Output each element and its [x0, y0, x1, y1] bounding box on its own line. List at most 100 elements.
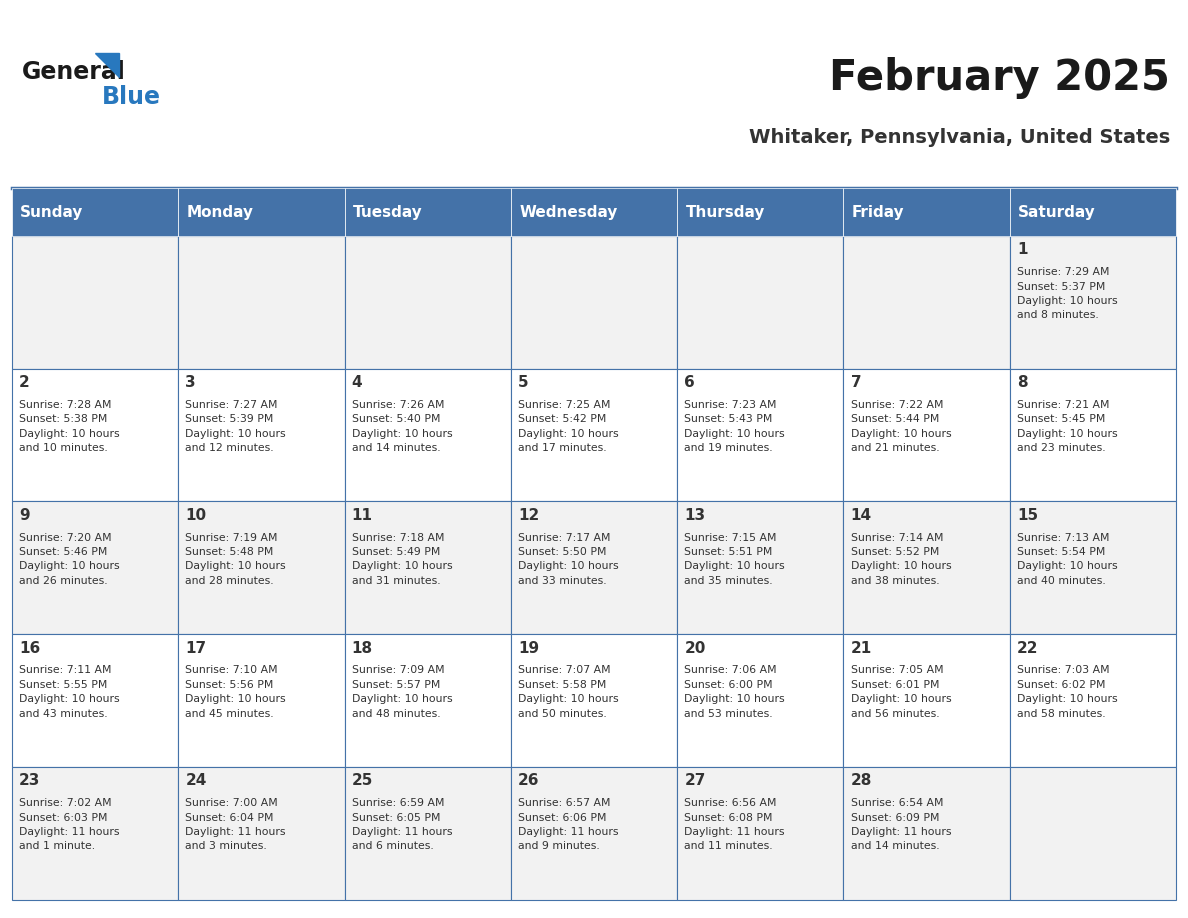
- Text: Whitaker, Pennsylvania, United States: Whitaker, Pennsylvania, United States: [748, 129, 1170, 147]
- Text: Saturday: Saturday: [1018, 205, 1095, 219]
- Text: 3: 3: [185, 375, 196, 390]
- Text: 18: 18: [352, 641, 373, 655]
- Bar: [677, 188, 843, 236]
- Text: Sunrise: 6:56 AM
Sunset: 6:08 PM
Daylight: 11 hours
and 11 minutes.: Sunrise: 6:56 AM Sunset: 6:08 PM Dayligh…: [684, 798, 785, 851]
- Bar: [677, 767, 843, 900]
- Text: 5: 5: [518, 375, 529, 390]
- Text: 26: 26: [518, 773, 539, 789]
- Text: Sunrise: 7:25 AM
Sunset: 5:42 PM
Daylight: 10 hours
and 17 minutes.: Sunrise: 7:25 AM Sunset: 5:42 PM Dayligh…: [518, 400, 619, 453]
- Bar: [677, 369, 843, 501]
- Bar: [345, 369, 511, 501]
- Text: Sunrise: 6:59 AM
Sunset: 6:05 PM
Daylight: 11 hours
and 6 minutes.: Sunrise: 6:59 AM Sunset: 6:05 PM Dayligh…: [352, 798, 453, 851]
- Text: Blue: Blue: [102, 85, 162, 109]
- Text: Monday: Monday: [187, 205, 253, 219]
- Polygon shape: [95, 53, 119, 77]
- Text: Sunrise: 7:22 AM
Sunset: 5:44 PM
Daylight: 10 hours
and 21 minutes.: Sunrise: 7:22 AM Sunset: 5:44 PM Dayligh…: [851, 400, 952, 453]
- Text: 6: 6: [684, 375, 695, 390]
- Bar: [178, 369, 345, 501]
- Bar: [12, 501, 178, 634]
- Bar: [178, 188, 345, 236]
- Text: Sunrise: 7:03 AM
Sunset: 6:02 PM
Daylight: 10 hours
and 58 minutes.: Sunrise: 7:03 AM Sunset: 6:02 PM Dayligh…: [1017, 666, 1118, 719]
- Bar: [1010, 634, 1176, 767]
- Bar: [178, 634, 345, 767]
- Bar: [511, 188, 677, 236]
- Bar: [345, 767, 511, 900]
- Text: Sunrise: 7:27 AM
Sunset: 5:39 PM
Daylight: 10 hours
and 12 minutes.: Sunrise: 7:27 AM Sunset: 5:39 PM Dayligh…: [185, 400, 286, 453]
- Bar: [677, 236, 843, 369]
- Bar: [843, 369, 1010, 501]
- Text: Sunrise: 7:20 AM
Sunset: 5:46 PM
Daylight: 10 hours
and 26 minutes.: Sunrise: 7:20 AM Sunset: 5:46 PM Dayligh…: [19, 532, 120, 586]
- Text: February 2025: February 2025: [829, 57, 1170, 99]
- Text: 25: 25: [352, 773, 373, 789]
- Text: Sunrise: 7:17 AM
Sunset: 5:50 PM
Daylight: 10 hours
and 33 minutes.: Sunrise: 7:17 AM Sunset: 5:50 PM Dayligh…: [518, 532, 619, 586]
- Text: Sunrise: 7:07 AM
Sunset: 5:58 PM
Daylight: 10 hours
and 50 minutes.: Sunrise: 7:07 AM Sunset: 5:58 PM Dayligh…: [518, 666, 619, 719]
- Text: 22: 22: [1017, 641, 1038, 655]
- Bar: [12, 369, 178, 501]
- Text: Sunrise: 7:19 AM
Sunset: 5:48 PM
Daylight: 10 hours
and 28 minutes.: Sunrise: 7:19 AM Sunset: 5:48 PM Dayligh…: [185, 532, 286, 586]
- Bar: [178, 501, 345, 634]
- Bar: [12, 188, 178, 236]
- Text: Sunrise: 7:11 AM
Sunset: 5:55 PM
Daylight: 10 hours
and 43 minutes.: Sunrise: 7:11 AM Sunset: 5:55 PM Dayligh…: [19, 666, 120, 719]
- Text: Sunday: Sunday: [20, 205, 83, 219]
- Text: Sunrise: 7:06 AM
Sunset: 6:00 PM
Daylight: 10 hours
and 53 minutes.: Sunrise: 7:06 AM Sunset: 6:00 PM Dayligh…: [684, 666, 785, 719]
- Text: 17: 17: [185, 641, 207, 655]
- Text: Wednesday: Wednesday: [519, 205, 618, 219]
- Bar: [843, 236, 1010, 369]
- Text: Sunrise: 6:57 AM
Sunset: 6:06 PM
Daylight: 11 hours
and 9 minutes.: Sunrise: 6:57 AM Sunset: 6:06 PM Dayligh…: [518, 798, 619, 851]
- Text: 21: 21: [851, 641, 872, 655]
- Bar: [843, 767, 1010, 900]
- Bar: [511, 767, 677, 900]
- Bar: [345, 236, 511, 369]
- Text: 14: 14: [851, 508, 872, 523]
- Text: 16: 16: [19, 641, 40, 655]
- Bar: [843, 634, 1010, 767]
- Text: Sunrise: 7:09 AM
Sunset: 5:57 PM
Daylight: 10 hours
and 48 minutes.: Sunrise: 7:09 AM Sunset: 5:57 PM Dayligh…: [352, 666, 453, 719]
- Text: Sunrise: 7:29 AM
Sunset: 5:37 PM
Daylight: 10 hours
and 8 minutes.: Sunrise: 7:29 AM Sunset: 5:37 PM Dayligh…: [1017, 267, 1118, 320]
- Bar: [12, 634, 178, 767]
- Text: Sunrise: 7:14 AM
Sunset: 5:52 PM
Daylight: 10 hours
and 38 minutes.: Sunrise: 7:14 AM Sunset: 5:52 PM Dayligh…: [851, 532, 952, 586]
- Bar: [511, 369, 677, 501]
- Text: Sunrise: 7:21 AM
Sunset: 5:45 PM
Daylight: 10 hours
and 23 minutes.: Sunrise: 7:21 AM Sunset: 5:45 PM Dayligh…: [1017, 400, 1118, 453]
- Text: 1: 1: [1017, 242, 1028, 257]
- Text: 12: 12: [518, 508, 539, 523]
- Text: 28: 28: [851, 773, 872, 789]
- Text: Sunrise: 7:23 AM
Sunset: 5:43 PM
Daylight: 10 hours
and 19 minutes.: Sunrise: 7:23 AM Sunset: 5:43 PM Dayligh…: [684, 400, 785, 453]
- Bar: [345, 634, 511, 767]
- Text: Tuesday: Tuesday: [353, 205, 423, 219]
- Text: 8: 8: [1017, 375, 1028, 390]
- Text: 7: 7: [851, 375, 861, 390]
- Bar: [1010, 767, 1176, 900]
- Bar: [178, 236, 345, 369]
- Text: 20: 20: [684, 641, 706, 655]
- Text: Sunrise: 7:05 AM
Sunset: 6:01 PM
Daylight: 10 hours
and 56 minutes.: Sunrise: 7:05 AM Sunset: 6:01 PM Dayligh…: [851, 666, 952, 719]
- Text: 23: 23: [19, 773, 40, 789]
- Bar: [1010, 236, 1176, 369]
- Text: Friday: Friday: [852, 205, 904, 219]
- Text: 11: 11: [352, 508, 373, 523]
- Bar: [843, 188, 1010, 236]
- Text: 15: 15: [1017, 508, 1038, 523]
- Text: Sunrise: 7:15 AM
Sunset: 5:51 PM
Daylight: 10 hours
and 35 minutes.: Sunrise: 7:15 AM Sunset: 5:51 PM Dayligh…: [684, 532, 785, 586]
- Text: 13: 13: [684, 508, 706, 523]
- Text: Sunrise: 7:00 AM
Sunset: 6:04 PM
Daylight: 11 hours
and 3 minutes.: Sunrise: 7:00 AM Sunset: 6:04 PM Dayligh…: [185, 798, 286, 851]
- Bar: [843, 501, 1010, 634]
- Text: 19: 19: [518, 641, 539, 655]
- Text: Sunrise: 7:13 AM
Sunset: 5:54 PM
Daylight: 10 hours
and 40 minutes.: Sunrise: 7:13 AM Sunset: 5:54 PM Dayligh…: [1017, 532, 1118, 586]
- Bar: [677, 634, 843, 767]
- Bar: [1010, 369, 1176, 501]
- Text: 2: 2: [19, 375, 30, 390]
- Text: 27: 27: [684, 773, 706, 789]
- Text: General: General: [21, 60, 125, 84]
- Text: Thursday: Thursday: [685, 205, 765, 219]
- Text: 24: 24: [185, 773, 207, 789]
- Bar: [511, 501, 677, 634]
- Bar: [345, 501, 511, 634]
- Text: Sunrise: 7:18 AM
Sunset: 5:49 PM
Daylight: 10 hours
and 31 minutes.: Sunrise: 7:18 AM Sunset: 5:49 PM Dayligh…: [352, 532, 453, 586]
- Bar: [511, 236, 677, 369]
- Bar: [1010, 188, 1176, 236]
- Text: Sunrise: 7:02 AM
Sunset: 6:03 PM
Daylight: 11 hours
and 1 minute.: Sunrise: 7:02 AM Sunset: 6:03 PM Dayligh…: [19, 798, 120, 851]
- Text: Sunrise: 7:10 AM
Sunset: 5:56 PM
Daylight: 10 hours
and 45 minutes.: Sunrise: 7:10 AM Sunset: 5:56 PM Dayligh…: [185, 666, 286, 719]
- Bar: [12, 236, 178, 369]
- Bar: [677, 501, 843, 634]
- Bar: [12, 767, 178, 900]
